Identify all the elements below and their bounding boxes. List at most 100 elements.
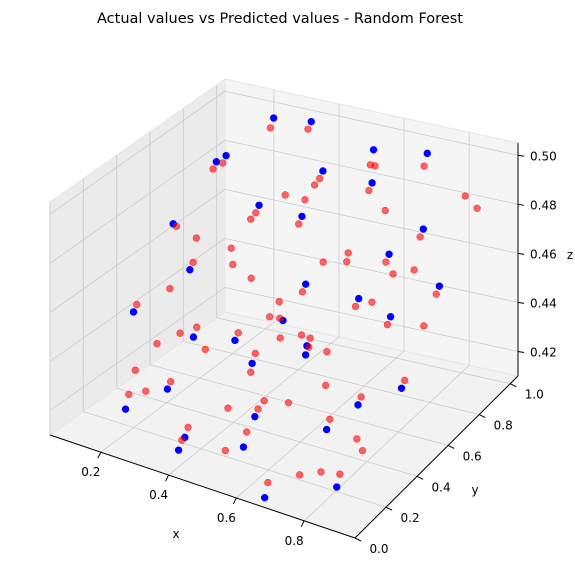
predicted-point bbox=[381, 206, 389, 215]
z-tick-label: 0.44 bbox=[530, 296, 557, 310]
y-tick-mark bbox=[354, 537, 362, 542]
predicted-point bbox=[189, 258, 197, 267]
gridline-y-floor bbox=[116, 387, 418, 477]
actual-point bbox=[248, 359, 256, 368]
predicted-point bbox=[301, 196, 309, 204]
predicted-point bbox=[219, 159, 227, 167]
z-tick-label: 0.46 bbox=[530, 247, 557, 261]
predicted-point bbox=[247, 368, 255, 376]
gridline-z-back bbox=[224, 188, 519, 254]
y-tick-label: 1.0 bbox=[525, 388, 544, 402]
predicted-point bbox=[125, 390, 133, 399]
predicted-point bbox=[317, 468, 325, 476]
gridline-z-back bbox=[224, 90, 519, 156]
predicted-point bbox=[227, 244, 235, 252]
predicted-point bbox=[234, 329, 242, 337]
actual-point bbox=[385, 250, 393, 258]
gridline-y-floor bbox=[83, 411, 387, 508]
x-tick-mark bbox=[97, 451, 102, 459]
z-tick-label: 0.48 bbox=[530, 198, 557, 212]
tick-labels: 0.2 0.4 0.6 0.8 0.0 0.2 0.4 0.6 0.8 1.0 0.42 0.44 0.… bbox=[81, 149, 556, 556]
predicted-point bbox=[276, 334, 284, 342]
predicted-point bbox=[221, 446, 230, 455]
predicted-point bbox=[389, 270, 397, 278]
x-tick-mark bbox=[232, 497, 237, 505]
predicted-point bbox=[305, 343, 313, 351]
y-tick-mark bbox=[510, 383, 517, 388]
actual-point bbox=[251, 412, 259, 421]
predicted-point bbox=[252, 209, 260, 217]
gridline-x-floor bbox=[236, 350, 405, 499]
predicted-point bbox=[358, 446, 367, 455]
predicted-point bbox=[184, 423, 192, 432]
predicted-point bbox=[142, 387, 150, 395]
x-tick-mark bbox=[300, 520, 305, 528]
y-tick-label: 0.6 bbox=[463, 449, 482, 463]
x-axis-label: x bbox=[172, 527, 179, 541]
gridline-z-back bbox=[224, 287, 519, 352]
actual-point bbox=[186, 266, 194, 274]
predicted-point bbox=[201, 345, 210, 354]
actual-point bbox=[163, 385, 172, 393]
predicted-point bbox=[420, 162, 428, 170]
predicted-point bbox=[383, 320, 392, 329]
actual-point bbox=[333, 483, 341, 491]
z-tick-mark bbox=[517, 301, 525, 304]
predicted-point bbox=[322, 381, 330, 390]
predicted-point bbox=[368, 298, 376, 306]
y-tick-label: 0.4 bbox=[432, 480, 451, 494]
predicted-point bbox=[319, 258, 327, 266]
y-tick-mark bbox=[478, 414, 486, 419]
actual-point bbox=[260, 493, 269, 502]
predicted-point bbox=[133, 300, 141, 309]
actual-point bbox=[354, 401, 362, 409]
chart-title: Actual values vs Predicted values - Rand… bbox=[97, 11, 463, 27]
actual-point bbox=[189, 333, 198, 341]
actual-point bbox=[301, 280, 310, 288]
predicted-point bbox=[298, 288, 307, 296]
predicted-point bbox=[351, 302, 360, 311]
predicted-point bbox=[461, 192, 469, 200]
actual-point bbox=[255, 201, 263, 209]
predicted-point bbox=[326, 415, 334, 423]
y-tick-mark bbox=[385, 506, 393, 511]
gridline-y-floor bbox=[216, 317, 511, 385]
predicted-point bbox=[420, 322, 428, 330]
actual-point bbox=[368, 179, 376, 187]
predicted-point bbox=[323, 348, 331, 356]
predicted-point bbox=[297, 331, 306, 339]
actual-point bbox=[397, 384, 406, 392]
actual-point bbox=[423, 149, 432, 158]
actual-point bbox=[121, 405, 130, 413]
predicted-point bbox=[365, 186, 373, 195]
gridline-z-left bbox=[49, 90, 226, 215]
actual-point bbox=[239, 443, 248, 451]
y-tick-mark bbox=[416, 475, 424, 480]
predicted-point bbox=[166, 284, 174, 293]
actual-point bbox=[319, 167, 327, 175]
y-axis-label: y bbox=[471, 483, 478, 497]
gridline-z-back bbox=[224, 238, 519, 303]
gridline-z-back bbox=[224, 139, 519, 205]
predicted-point bbox=[353, 435, 361, 443]
actual-point bbox=[369, 146, 378, 154]
y-tick-label: 0.2 bbox=[401, 511, 420, 525]
predicted-point bbox=[473, 204, 481, 212]
z-tick-mark bbox=[517, 252, 525, 255]
predicted-point bbox=[336, 470, 344, 478]
predicted-point bbox=[284, 399, 293, 407]
gridline-y-floor bbox=[149, 364, 449, 446]
predicted-point bbox=[306, 334, 314, 342]
gridline-z-left bbox=[49, 189, 226, 313]
predicted-point bbox=[224, 404, 232, 412]
gridline-x-floor bbox=[100, 322, 275, 453]
predicted-point bbox=[247, 274, 255, 282]
predicted-point bbox=[209, 165, 217, 173]
z-tick-label: 0.42 bbox=[530, 345, 557, 359]
predicted-point bbox=[432, 290, 440, 298]
z-tick-mark bbox=[517, 203, 525, 206]
predicted-point bbox=[172, 222, 181, 231]
actual-point bbox=[298, 212, 306, 221]
z-tick-label: 0.50 bbox=[530, 149, 557, 163]
